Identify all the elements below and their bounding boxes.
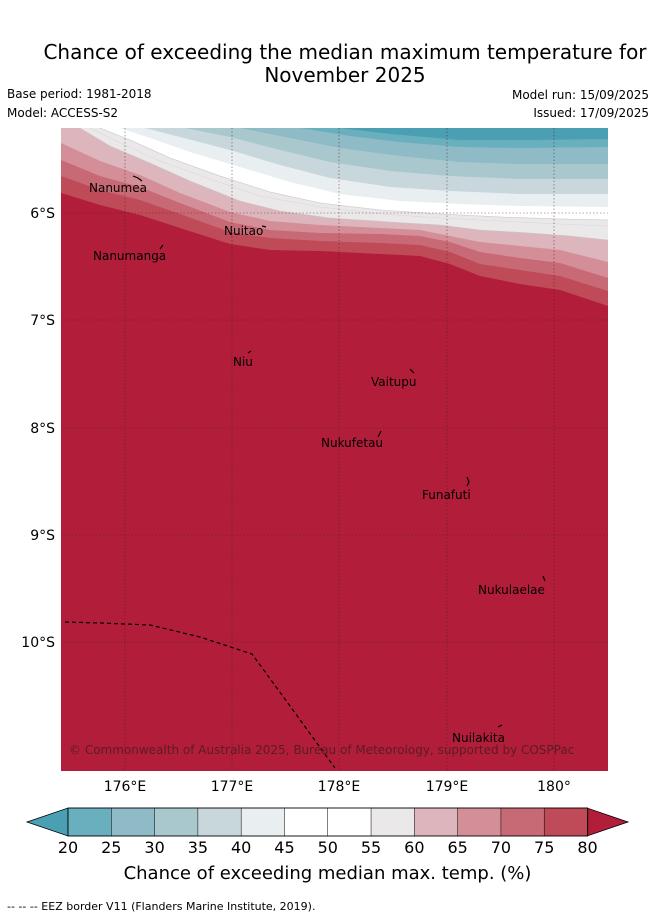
colorbar-segment	[154, 807, 199, 837]
colorbar-tick-label: 45	[274, 838, 294, 857]
place-label-niu: Niu	[233, 355, 253, 369]
colorbar-segment	[240, 807, 286, 837]
lat-tick-label: 7°S	[30, 313, 55, 329]
base-period: Base period: 1981-2018	[7, 87, 152, 101]
colorbar-tick-label: 60	[404, 838, 424, 857]
lon-axis: 176°E 177°E 178°E 179°E 180°	[104, 779, 571, 795]
colorbar-tick-label: 35	[188, 838, 208, 857]
lon-tick-label: 179°E	[426, 779, 469, 795]
contour-line-45	[99, 128, 608, 221]
island-nanumanga-icon	[159, 244, 164, 250]
probability-shading: Nanumea Nuitao Nanumanga Niu Vaitupu Nuk…	[61, 128, 608, 771]
colorbar: 20 25 30 35 40 45 50 55 60 65 70 75 80	[25, 807, 630, 857]
island-markers	[132, 175, 546, 728]
island-nukulaelae-icon	[542, 575, 546, 582]
colorbar-label: Chance of exceeding median max. temp. (%…	[123, 863, 532, 884]
island-nukufetau-icon	[377, 430, 382, 438]
issued-date: Issued: 17/09/2025	[533, 106, 649, 120]
colorbar-tick-label: 75	[534, 838, 554, 857]
lat-tick-label: 9°S	[30, 528, 55, 544]
lat-tick-label: 8°S	[30, 421, 55, 437]
place-label-vaitupu: Vaitupu	[371, 375, 417, 389]
colorbar-tick-label: 20	[58, 838, 78, 857]
colorbar-tick-label: 65	[447, 838, 467, 857]
place-label-nukufetau: Nukufetau	[321, 436, 383, 450]
chart-title: Chance of exceeding the median maximum t…	[0, 41, 655, 87]
place-label-nukulaelae: Nukulaelae	[478, 583, 545, 597]
lon-tick-label: 178°E	[318, 779, 361, 795]
band-below-20	[340, 128, 608, 140]
graticule	[61, 128, 608, 771]
colorbar-tick-label: 30	[144, 838, 164, 857]
model-name: Model: ACCESS-S2	[7, 106, 119, 120]
place-label-nuilakita: Nuilakita	[452, 731, 505, 745]
colorbar-segment	[370, 807, 415, 837]
place-label-funafuti: Funafuti	[422, 488, 471, 502]
colorbar-segment	[197, 807, 242, 837]
lat-axis: 6°S 7°S 8°S 9°S 10°S	[21, 206, 55, 651]
island-funafuti-icon	[466, 476, 470, 487]
colorbar-segment	[414, 807, 459, 837]
lat-tick-label: 6°S	[30, 206, 55, 222]
colorbar-tick-label: 80	[577, 838, 597, 857]
colorbar-segment	[457, 807, 502, 837]
island-nanumea-icon	[132, 175, 143, 182]
colorbar-frame	[67, 807, 588, 837]
colorbar-high-extend	[586, 807, 630, 837]
island-nuitao-icon	[261, 225, 267, 228]
eez-footnote: -- -- -- EEZ border V11 (Flanders Marine…	[7, 900, 316, 913]
colorbar-segment	[111, 807, 156, 837]
lon-tick-label: 180°	[537, 779, 571, 795]
island-nuilakita-icon	[497, 724, 503, 728]
lon-tick-label: 176°E	[104, 779, 147, 795]
model-run-date: Model run: 15/09/2025	[511, 88, 649, 102]
colorbar-segment	[327, 807, 372, 837]
title-line-2: November 2025	[264, 63, 426, 87]
colorbar-segment	[67, 807, 112, 837]
contour-line-55	[79, 128, 608, 241]
colorbar-tick-label: 40	[231, 838, 251, 857]
contour-line-50	[89, 128, 608, 227]
island-niu-icon	[247, 350, 252, 354]
colorbar-tick-label: 70	[491, 838, 511, 857]
colorbar-segment	[284, 807, 329, 837]
eez-border-line	[64, 621, 336, 769]
copyright-notice: © Commonwealth of Australia 2025, Bureau…	[69, 743, 574, 757]
colorbar-segment	[543, 807, 589, 837]
place-label-nuitao: Nuitao	[224, 224, 263, 238]
colorbar-segment	[500, 807, 545, 837]
place-label-nanumanga: Nanumanga	[93, 249, 166, 263]
lon-tick-label: 177°E	[211, 779, 254, 795]
colorbar-tick-label: 55	[361, 838, 381, 857]
lat-tick-label: 10°S	[21, 635, 55, 651]
island-vaitupu-icon	[409, 368, 415, 374]
title-line-1: Chance of exceeding the median maximum t…	[43, 40, 647, 64]
place-label-nanumea: Nanumea	[89, 181, 147, 195]
colorbar-tick-label: 50	[318, 838, 338, 857]
colorbar-low-extend	[25, 807, 69, 837]
colorbar-tick-label: 25	[101, 838, 121, 857]
